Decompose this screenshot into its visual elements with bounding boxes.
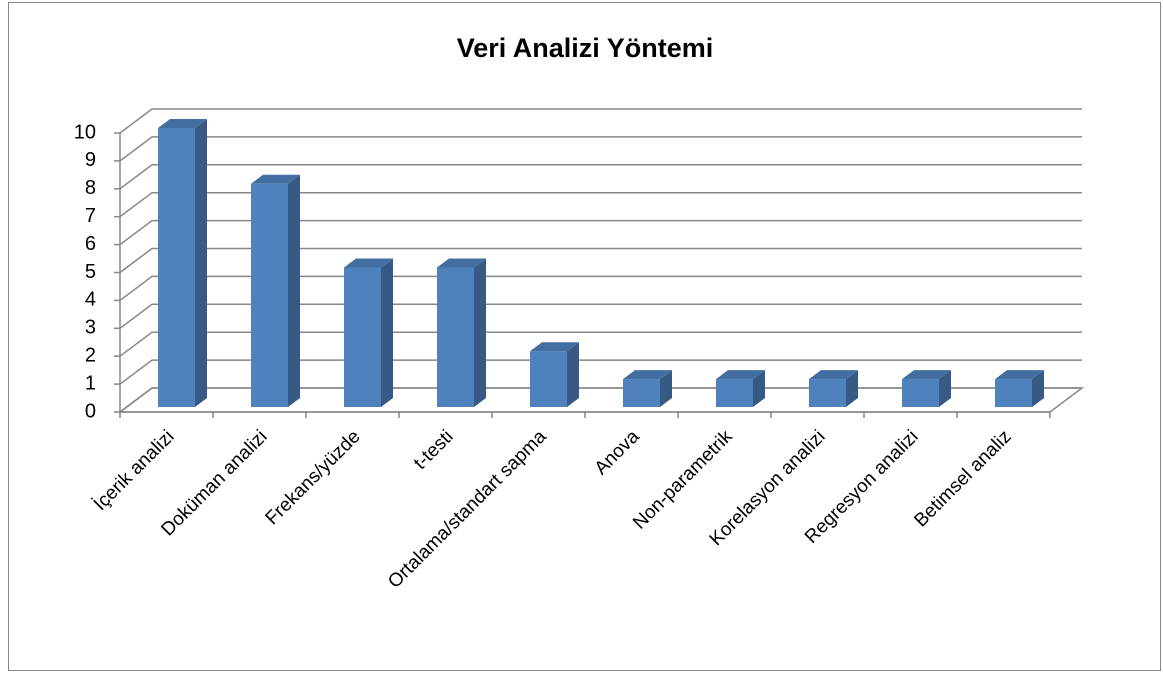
grid-line [119,359,1082,385]
bar-top [437,258,486,268]
chart-title: Veri Analizi Yöntemi [457,33,714,63]
bar-side [381,258,393,407]
bar-top [158,119,207,128]
grid-line [119,247,1082,274]
bar [623,370,672,407]
grid-line [119,303,1082,329]
bar-side [1032,370,1044,407]
bar-front [344,267,381,407]
bar-front [902,379,939,407]
bar-side [753,370,765,407]
bar-top [623,370,672,380]
bar-side [660,370,672,407]
bar-top [530,342,579,352]
bar-top [716,370,765,380]
bar-front [623,379,660,407]
bar-side [288,174,300,407]
bar-top [902,370,951,380]
y-tick-label: 1 [85,372,96,394]
bar-front [158,128,195,407]
y-tick-label: 9 [85,149,96,171]
bar-front [809,379,846,407]
bar-side [474,258,486,407]
grid-line [119,136,1082,162]
y-tick-label: 0 [85,400,96,422]
bar [437,258,486,407]
bar [344,258,393,407]
grid-line [119,108,1082,134]
bar-side [939,370,951,407]
bar [809,370,858,407]
y-tick-label: 10 [74,121,96,143]
grid-line [119,275,1082,301]
bar-side [195,119,207,407]
bar-side [567,342,579,407]
bar-top [344,258,393,268]
bar-top [251,174,300,184]
bar-front [437,267,474,407]
bar-front [251,183,288,407]
bar-front [716,379,753,407]
grid-line [119,331,1082,357]
bar [902,370,951,407]
y-tick-label: 3 [85,317,96,339]
y-tick-label: 7 [85,205,96,227]
bar [716,370,765,407]
y-tick-label: 5 [85,261,96,283]
grid-line [119,164,1082,190]
grid-line [119,219,1082,246]
y-tick-label: 4 [85,289,96,311]
bar-top [995,370,1044,380]
grid-line [119,387,1082,413]
y-tick-label: 8 [85,177,96,199]
bar [251,174,300,407]
bar-front [530,351,567,407]
bar-front [995,379,1032,407]
y-tick-label: 6 [85,233,96,255]
bar [995,370,1044,407]
bar [530,342,579,407]
y-tick-label: 2 [85,344,96,366]
bar-side [846,370,858,407]
bar-top [809,370,858,380]
bar [158,119,207,407]
grid-line [119,191,1082,218]
